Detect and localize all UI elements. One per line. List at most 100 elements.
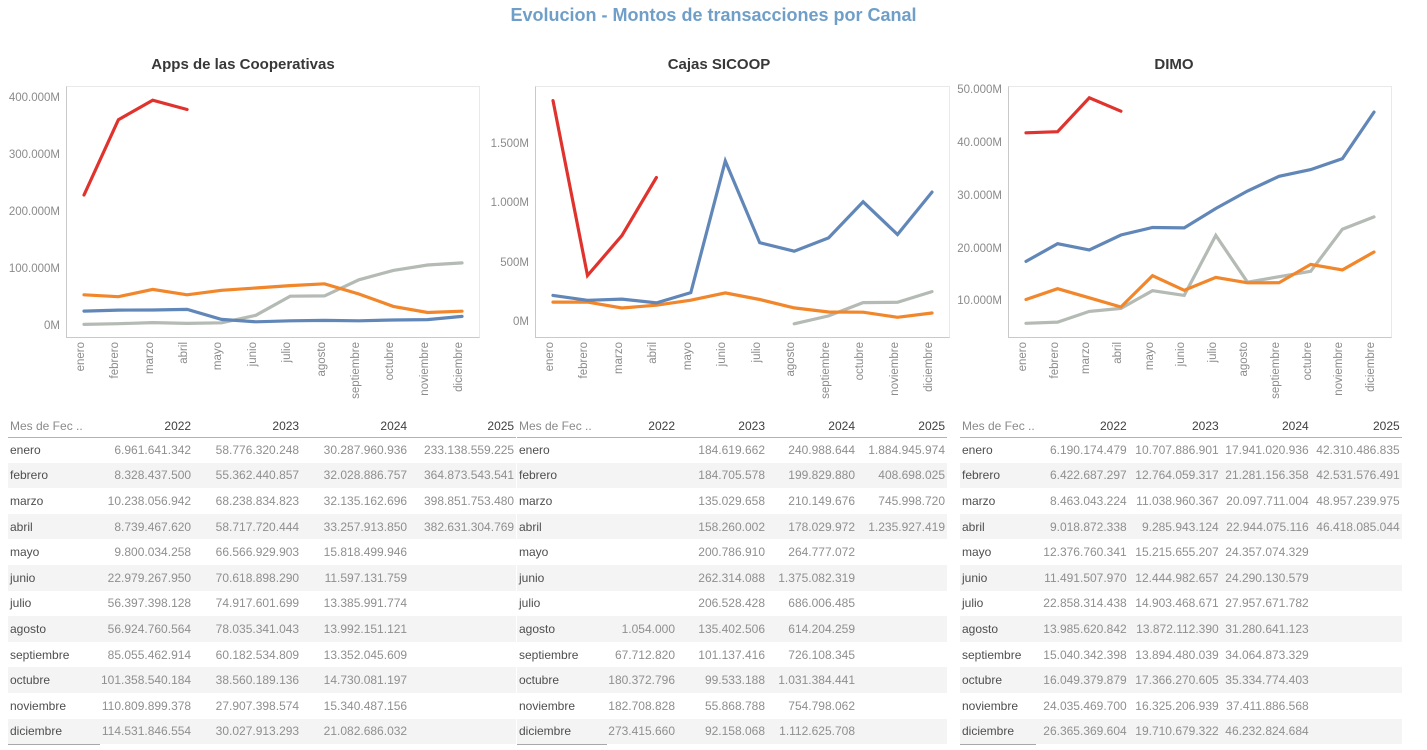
table-row: mayo 12.376.760.341 15.215.655.207 24.357.0… [960, 539, 1402, 565]
series-line-2022[interactable] [1024, 215, 1376, 325]
dashboard-title: Evolucion - Montos de transacciones por … [510, 5, 917, 25]
x-axis-label: octubre [1301, 342, 1314, 381]
plot-region: 0M 100.000M 200.000M 300.000M 400.000M enero… [8, 86, 480, 421]
value-cell: 726.108.345 [788, 647, 855, 662]
value-cell [1311, 616, 1402, 642]
row-month-label: junio [962, 570, 988, 585]
value-cell: 11.491.507.970 [1044, 570, 1127, 585]
value-cell [1311, 642, 1402, 668]
year-column-header[interactable]: 2023 [677, 415, 767, 438]
table-row: julio 22.858.314.438 14.903.468.671 27.957.… [960, 591, 1402, 617]
year-column-header[interactable]: 2025 [857, 415, 947, 438]
line-chart-svg[interactable] [67, 87, 479, 337]
value-cell [607, 463, 677, 489]
value-cell: 22.858.314.438 [1043, 596, 1127, 611]
year-column-header[interactable]: 2025 [1310, 415, 1402, 438]
value-cell: 158.260.002 [698, 519, 765, 534]
value-cell: 1.375.082.319 [778, 570, 855, 585]
year-column-header[interactable]: 2023 [1128, 415, 1221, 438]
x-axis-label: abril [1111, 342, 1124, 364]
value-cell: 6.961.641.342 [114, 443, 192, 458]
series-line-2023[interactable] [551, 291, 934, 319]
year-column-header[interactable]: 2025 [409, 415, 517, 438]
plot-area[interactable] [66, 86, 480, 338]
value-cell: 30.287.960.936 [323, 443, 408, 458]
row-month-label: febrero [519, 468, 558, 483]
value-cell: 8.739.467.620 [114, 519, 192, 534]
value-cell: 206.528.428 [698, 596, 765, 611]
row-month-label: abril [519, 519, 542, 534]
value-cell: 33.257.913.850 [323, 519, 408, 534]
value-cell: 55.362.440.857 [215, 468, 300, 483]
year-column-header[interactable]: 2022 [100, 415, 194, 438]
value-cell: 14.903.468.671 [1135, 596, 1219, 611]
plot-area[interactable] [1008, 86, 1392, 338]
value-cell: 11.038.960.367 [1136, 493, 1219, 508]
series-line-2024[interactable] [82, 307, 464, 324]
series-line-2025[interactable] [82, 98, 189, 197]
value-cell: 8.463.043.224 [1049, 493, 1127, 508]
row-month-label: septiembre [962, 647, 1022, 662]
plot-region: 10.000M 20.000M 30.000M 40.000M 50.000M ener… [957, 84, 1392, 421]
value-cell: 184.705.578 [698, 468, 765, 483]
line-chart-svg[interactable] [536, 87, 949, 337]
year-column-header[interactable]: 2022 [607, 415, 677, 438]
table-row: febrero 8.328.437.500 55.362.440.857 32.028… [8, 462, 517, 489]
chart-title: DIMO [1154, 56, 1194, 73]
value-cell [409, 642, 516, 668]
series-line-2025[interactable] [551, 99, 659, 280]
table-row: junio 11.491.507.970 12.444.982.657 24.290.… [960, 564, 1402, 591]
table-row: abril 8.739.467.620 58.717.720.444 33.257.9… [8, 513, 517, 540]
value-cell: 78.035.341.043 [215, 621, 300, 636]
series-line-2023[interactable] [1024, 250, 1376, 309]
plot-area[interactable] [535, 86, 950, 338]
value-cell: 12.764.059.317 [1135, 468, 1219, 483]
table-row: diciembre 114.531.846.554 30.027.913.293 21… [8, 718, 517, 745]
value-cell: 110.809.899.378 [101, 698, 192, 713]
table-row: agosto 56.924.760.564 78.035.341.043 13.992… [8, 616, 517, 642]
line-chart-svg[interactable] [1009, 87, 1391, 337]
year-column-header[interactable]: 2024 [301, 415, 410, 438]
value-cell [857, 539, 947, 565]
row-month-label: octubre [519, 673, 560, 688]
series-line-2025[interactable] [1024, 95, 1123, 135]
series-line-2024[interactable] [1024, 110, 1376, 263]
x-axis-label: septiembre [819, 342, 832, 399]
value-cell: 8.328.437.500 [114, 468, 192, 483]
value-cell: 15.040.342.398 [1043, 647, 1127, 662]
value-cell: 32.028.886.757 [323, 468, 408, 483]
series-line-2023[interactable] [82, 282, 464, 315]
value-cell: 38.560.189.136 [215, 673, 300, 688]
value-cell [607, 514, 677, 540]
value-cell: 13.992.151.121 [323, 621, 408, 636]
series-line-2022[interactable] [82, 261, 464, 326]
year-column-header[interactable]: 2022 [1035, 415, 1129, 438]
x-axis-label: abril [647, 342, 660, 364]
x-axis: enero febrero marzo abril mayo junio julio agos… [1008, 342, 1390, 420]
value-cell: 6.422.687.297 [1049, 468, 1127, 483]
value-cell [857, 565, 947, 591]
table-row: noviembre 24.035.469.700 16.325.206.939 37.… [960, 693, 1402, 719]
table-row: noviembre 110.809.899.378 27.907.398.574 15… [8, 693, 516, 719]
year-column-header[interactable]: 2024 [767, 415, 857, 438]
series-line-2022[interactable] [792, 290, 934, 326]
y-axis-tick-label: 30.000M [957, 189, 1002, 202]
value-cell: 19.710.679.322 [1135, 724, 1219, 739]
row-month-label: abril [10, 519, 33, 534]
table-row: julio 56.397.398.128 74.917.601.699 13.385.… [8, 591, 516, 617]
series-line-2024[interactable] [551, 156, 934, 305]
value-cell: 58.717.720.444 [215, 519, 300, 534]
month-column-header[interactable]: Mes de Fec .. [960, 415, 1036, 438]
value-cell: 135.029.658 [698, 493, 765, 508]
year-column-header[interactable]: 2023 [193, 415, 302, 438]
plot-region: 0M 500M 1.000M 1.500M enero febrero marzo abri… [490, 86, 950, 421]
year-column-header[interactable]: 2024 [1220, 415, 1311, 438]
x-axis-label: agosto [1238, 342, 1251, 377]
value-cell: 42.531.576.491 [1316, 468, 1400, 483]
table-row: septiembre 67.712.820 101.137.416 726.108.3… [517, 642, 947, 668]
value-cell: 37.411.886.568 [1226, 698, 1309, 713]
value-cell: 46.418.085.044 [1316, 519, 1400, 534]
month-column-header[interactable]: Mes de Fec .. [517, 415, 607, 438]
value-cell: 12.376.760.341 [1043, 545, 1127, 560]
month-column-header[interactable]: Mes de Fec .. [8, 415, 100, 438]
